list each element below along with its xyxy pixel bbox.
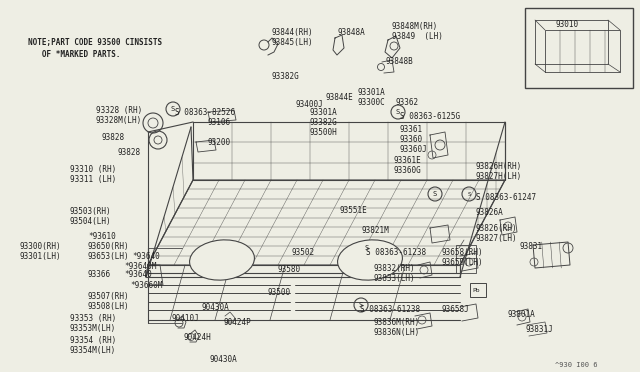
Text: *93640: *93640	[124, 270, 152, 279]
Text: 90424H: 90424H	[183, 333, 211, 342]
Text: 93310 (RH): 93310 (RH)	[70, 165, 116, 174]
Text: 93300C: 93300C	[357, 98, 385, 107]
Text: 93360J: 93360J	[400, 145, 428, 154]
Text: 93301(LH): 93301(LH)	[20, 252, 61, 261]
Text: S 08363-82526: S 08363-82526	[175, 108, 235, 117]
Text: 90430A: 90430A	[210, 355, 237, 364]
Text: 93845(LH): 93845(LH)	[272, 38, 314, 47]
Text: S: S	[171, 106, 175, 112]
Text: S: S	[359, 302, 363, 308]
Text: 93848B: 93848B	[385, 57, 413, 66]
Text: 93848A: 93848A	[337, 28, 365, 37]
Text: 93328M(LH): 93328M(LH)	[96, 116, 142, 125]
Text: 93831J: 93831J	[526, 325, 554, 334]
Text: 93400J: 93400J	[296, 100, 324, 109]
Text: S 08363-61238: S 08363-61238	[366, 248, 426, 257]
Text: 93832(RH): 93832(RH)	[374, 264, 415, 273]
Text: 93831: 93831	[520, 242, 543, 251]
Text: 93507(RH): 93507(RH)	[88, 292, 130, 301]
Text: 93361E: 93361E	[393, 156, 420, 165]
Text: S: S	[467, 192, 471, 196]
Text: 93500H: 93500H	[310, 128, 338, 137]
Text: 93551E: 93551E	[340, 206, 368, 215]
Bar	[525, 8, 633, 88]
Text: 93353M(LH): 93353M(LH)	[70, 324, 116, 333]
Text: S 08363-6125G: S 08363-6125G	[400, 112, 460, 121]
Text: 93836N(LH): 93836N(LH)	[374, 328, 420, 337]
Text: 93300(RH): 93300(RH)	[20, 242, 61, 251]
Bar	[456, 245, 476, 273]
Text: 93821M: 93821M	[362, 226, 390, 235]
Text: S 08363-61238: S 08363-61238	[360, 305, 420, 314]
Text: 93827H(LH): 93827H(LH)	[476, 172, 522, 181]
Text: 93826A: 93826A	[476, 208, 504, 217]
Text: Pb: Pb	[472, 288, 479, 292]
Text: 93301A: 93301A	[310, 108, 338, 117]
Text: 93382G: 93382G	[310, 118, 338, 127]
Text: 93508(LH): 93508(LH)	[88, 302, 130, 311]
Text: ^930 I00 6: ^930 I00 6	[555, 362, 598, 368]
Text: 93653(LH): 93653(LH)	[88, 252, 130, 261]
Ellipse shape	[189, 240, 255, 280]
Text: 93382G: 93382G	[272, 72, 300, 81]
Text: 93504(LH): 93504(LH)	[70, 217, 111, 226]
Text: 93311 (LH): 93311 (LH)	[70, 175, 116, 184]
Text: 93503(RH): 93503(RH)	[70, 207, 111, 216]
Text: S: S	[396, 109, 400, 115]
Text: 93361: 93361	[400, 125, 423, 134]
Ellipse shape	[337, 240, 403, 280]
Text: NOTE;PART CODE 93500 CINSISTS: NOTE;PART CODE 93500 CINSISTS	[28, 38, 162, 47]
Text: 93844(RH): 93844(RH)	[272, 28, 314, 37]
Text: 93354M(LH): 93354M(LH)	[70, 346, 116, 355]
Text: *93640: *93640	[132, 252, 160, 261]
Text: 93833(LH): 93833(LH)	[374, 274, 415, 283]
Text: 93360G: 93360G	[393, 166, 420, 175]
Text: 93658J: 93658J	[442, 305, 470, 314]
Text: 90430A: 90430A	[202, 303, 230, 312]
Text: 93328 (RH): 93328 (RH)	[96, 106, 142, 115]
Text: 93828: 93828	[118, 148, 141, 157]
Text: 93848M(RH): 93848M(RH)	[392, 22, 438, 31]
Text: 93826H(RH): 93826H(RH)	[476, 162, 522, 171]
Text: 93301A: 93301A	[357, 88, 385, 97]
Text: 93354 (RH): 93354 (RH)	[70, 336, 116, 345]
Text: S: S	[365, 245, 369, 251]
Text: 93366: 93366	[88, 270, 111, 279]
Text: OF *MARKED PARTS.: OF *MARKED PARTS.	[28, 50, 120, 59]
Text: 93849  (LH): 93849 (LH)	[392, 32, 443, 41]
Text: 93827(LH): 93827(LH)	[476, 234, 518, 243]
Text: 93200: 93200	[208, 138, 231, 147]
Bar	[470, 283, 486, 297]
Text: S: S	[433, 191, 437, 197]
Text: 93658(RH): 93658(RH)	[442, 248, 484, 257]
Text: 90424P: 90424P	[224, 318, 252, 327]
Text: S 08363-61247: S 08363-61247	[476, 193, 536, 202]
Text: 93010: 93010	[556, 20, 579, 29]
Text: 93360: 93360	[400, 135, 423, 144]
Text: 93502: 93502	[292, 248, 315, 257]
Text: 93836M(RH): 93836M(RH)	[374, 318, 420, 327]
Text: 93844E: 93844E	[326, 93, 354, 102]
Text: 93659(LH): 93659(LH)	[442, 258, 484, 267]
Text: *93660M: *93660M	[130, 281, 163, 290]
Text: 93580: 93580	[278, 265, 301, 274]
Text: 93650(RH): 93650(RH)	[88, 242, 130, 251]
Text: 93362: 93362	[395, 98, 418, 107]
Text: 90410J: 90410J	[172, 314, 200, 323]
Text: *93640M: *93640M	[124, 262, 156, 271]
Text: 93500: 93500	[268, 288, 291, 297]
Text: 93826(RH): 93826(RH)	[476, 224, 518, 233]
Text: 93828: 93828	[102, 133, 125, 142]
Text: *93610: *93610	[88, 232, 116, 241]
Text: 93801A: 93801A	[508, 310, 536, 319]
Text: 93353 (RH): 93353 (RH)	[70, 314, 116, 323]
Text: 93106: 93106	[208, 118, 231, 127]
